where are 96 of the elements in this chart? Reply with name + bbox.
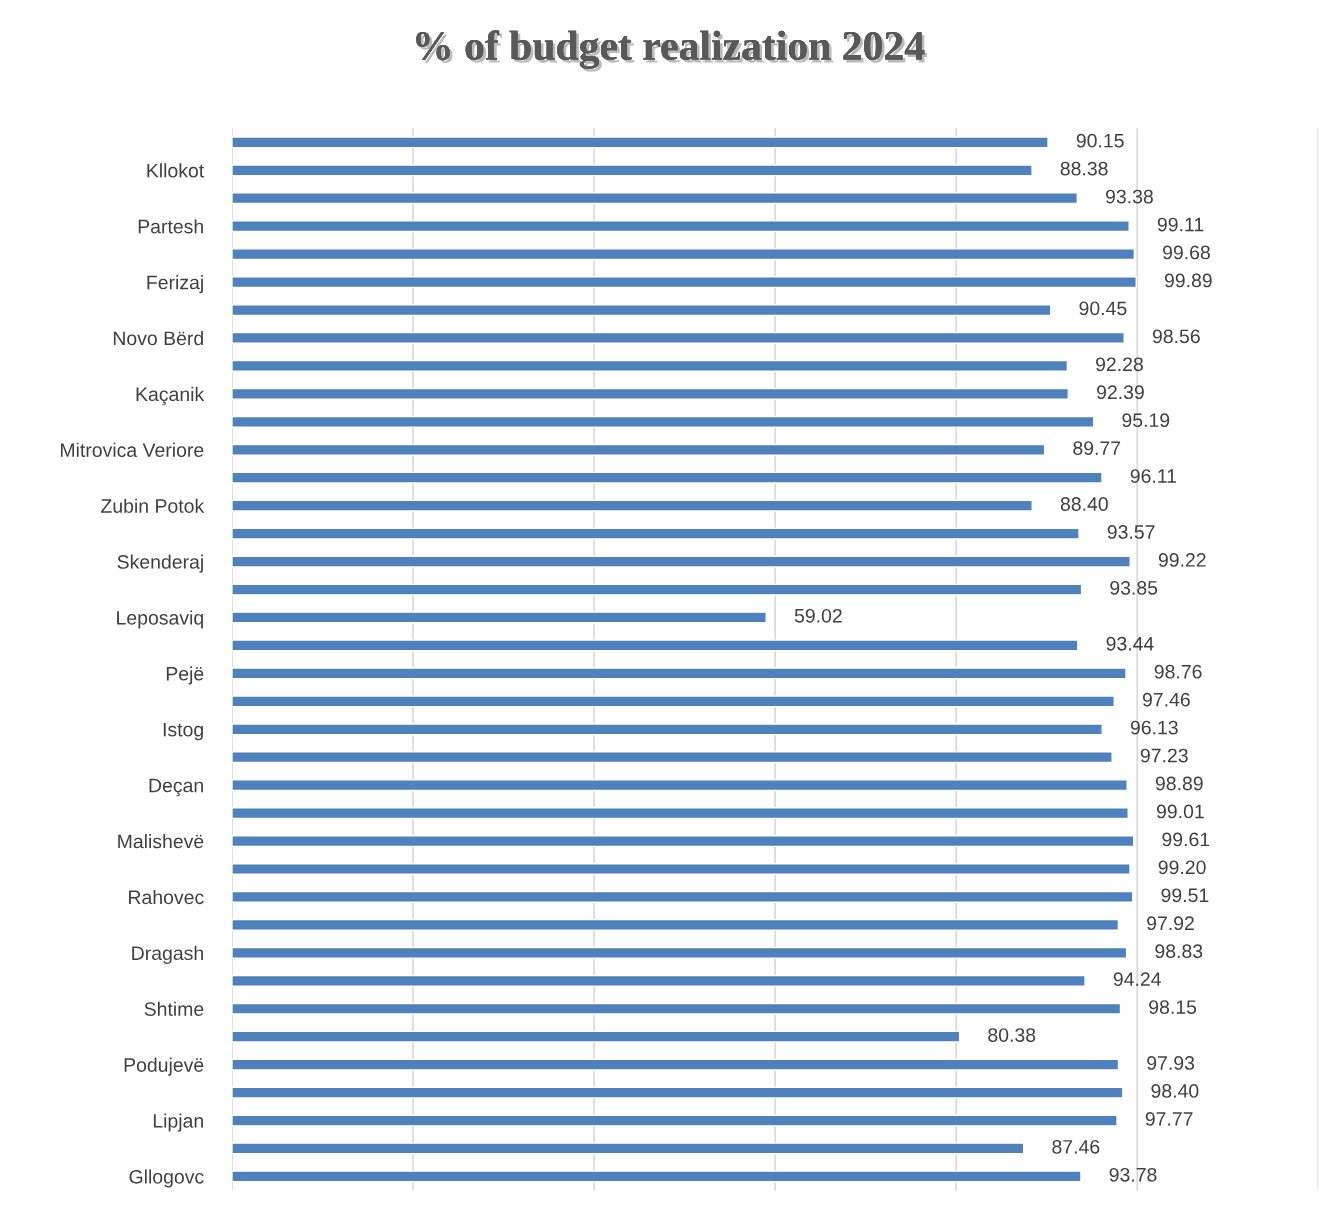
- data-label: 98.40: [1151, 1084, 1199, 1098]
- bar: [231, 527, 1080, 540]
- y-tick-label: Deçan: [149, 778, 203, 797]
- data-label: 99.20: [1158, 860, 1206, 875]
- y-tick-label: Shtime: [144, 1001, 204, 1016]
- y-tick-label: Kllokot: [147, 163, 205, 178]
- data-label: 94.24: [1113, 972, 1161, 987]
- bar: [231, 248, 1136, 261]
- bar: [231, 695, 1115, 708]
- data-label: 98.56: [1152, 329, 1200, 344]
- y-tick-label: Podujevë: [124, 1057, 204, 1076]
- data-label: 95.19: [1122, 413, 1170, 428]
- bar: [231, 835, 1135, 848]
- data-label: 90.45: [1079, 301, 1127, 316]
- data-label: 97.46: [1142, 692, 1190, 707]
- data-label: 98.15: [1149, 1000, 1197, 1014]
- bar: [231, 1058, 1120, 1071]
- y-tick-label: Novo Bërd: [113, 330, 203, 346]
- data-label: 97.92: [1147, 916, 1194, 931]
- bar: [231, 499, 1033, 512]
- data-label: 96.11: [1130, 469, 1177, 483]
- data-label: 99.89: [1164, 273, 1212, 288]
- bar: [231, 667, 1127, 680]
- bar: [231, 583, 1083, 596]
- data-label: 88.40: [1060, 497, 1108, 511]
- bar: [231, 890, 1134, 903]
- bar: [231, 1114, 1118, 1127]
- y-tick-label: Gllogovc: [129, 1169, 204, 1188]
- y-tick-label: Malishevë: [118, 834, 204, 849]
- bar: [231, 555, 1131, 568]
- y-tick-label: Pejë: [166, 666, 204, 685]
- bar: [231, 220, 1130, 233]
- y-tick-label: Dragash: [132, 945, 203, 964]
- bar: [231, 1142, 1025, 1155]
- bar: [231, 1002, 1122, 1015]
- bar: [231, 359, 1069, 372]
- bar: [231, 751, 1113, 764]
- bar: [231, 779, 1128, 792]
- bar: [231, 918, 1120, 931]
- data-label: 97.23: [1140, 748, 1188, 763]
- data-label: 97.77: [1145, 1111, 1193, 1126]
- data-label: 87.46: [1052, 1139, 1100, 1154]
- bar: [231, 807, 1129, 820]
- y-tick-label: Skenderaj: [117, 554, 203, 573]
- data-label: 89.77: [1073, 441, 1121, 455]
- data-label: 99.22: [1158, 553, 1206, 567]
- bar: [231, 862, 1131, 876]
- y-tick-label: Partesh: [138, 219, 203, 234]
- bar: [231, 192, 1078, 205]
- chart-title: % of budget realization 2024: [416, 30, 928, 72]
- data-label: 93.78: [1109, 1167, 1157, 1182]
- bar: [231, 723, 1103, 736]
- data-label: 93.57: [1107, 525, 1155, 539]
- data-label: 98.83: [1155, 944, 1203, 959]
- data-label: 59.02: [794, 608, 842, 623]
- data-label: 80.38: [988, 1028, 1036, 1042]
- data-label: 88.38: [1060, 161, 1108, 176]
- bar: [231, 974, 1086, 987]
- y-tick-label: Rahovec: [129, 889, 204, 905]
- data-label: 90.15: [1076, 133, 1124, 148]
- bar: [231, 639, 1079, 652]
- bar: [231, 415, 1095, 428]
- data-label: 92.39: [1097, 385, 1144, 400]
- bar: [231, 1086, 1124, 1099]
- data-label: 99.01: [1156, 804, 1204, 819]
- y-tick-label: Zubin Potok: [101, 498, 205, 513]
- data-label: 92.28: [1096, 357, 1143, 372]
- bar: [231, 946, 1128, 959]
- bar: [231, 136, 1049, 149]
- bar: [231, 387, 1070, 400]
- y-tick-label: Mitrovica Veriore: [60, 442, 204, 458]
- y-tick-label: Lipjan: [153, 1113, 203, 1132]
- bar: [231, 443, 1046, 456]
- data-label: 93.85: [1110, 580, 1158, 595]
- y-tick-label: Ferizaj: [147, 275, 203, 294]
- data-label: 98.89: [1155, 776, 1203, 791]
- bar: [231, 164, 1033, 177]
- bar: [231, 1170, 1082, 1183]
- data-label: 96.13: [1130, 720, 1178, 735]
- bar: [231, 304, 1052, 317]
- data-label: 99.11: [1157, 217, 1204, 232]
- y-tick-label: Kaçanik: [136, 386, 205, 406]
- y-tick-label: Leposaviq: [117, 610, 203, 629]
- data-label: 93.38: [1105, 189, 1153, 204]
- bar: [231, 471, 1103, 484]
- data-label: 98.76: [1154, 664, 1202, 679]
- data-label: 99.68: [1163, 245, 1210, 260]
- data-label: 99.61: [1162, 832, 1210, 847]
- data-label: 97.93: [1147, 1056, 1195, 1070]
- data-label: 93.44: [1106, 636, 1154, 651]
- y-tick-label: Istog: [163, 722, 203, 741]
- bar: [231, 276, 1137, 289]
- bar: [231, 1030, 961, 1043]
- bar: [231, 331, 1125, 344]
- data-label: 99.51: [1161, 888, 1209, 903]
- bar: [231, 611, 767, 624]
